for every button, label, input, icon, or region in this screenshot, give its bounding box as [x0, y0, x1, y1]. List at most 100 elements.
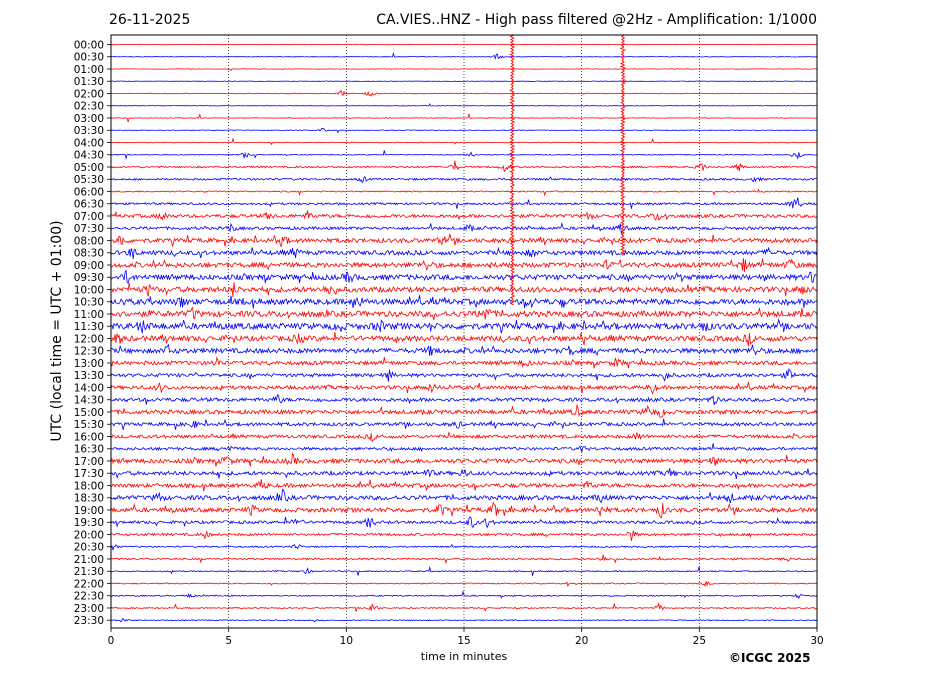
axis-layer: 00:0000:3001:0001:3002:0002:3003:0003:30…: [74, 34, 824, 647]
trace-row-0330: [110, 127, 818, 134]
spike-2: [619, 34, 626, 256]
y-tick-label: 16:00: [74, 431, 104, 443]
y-tick-label: 05:30: [74, 174, 104, 186]
y-tick-label: 13:30: [74, 370, 104, 382]
copyright-label: ©ICGC 2025: [729, 651, 811, 665]
spike-1: [509, 34, 516, 306]
y-tick-label: 21:00: [74, 554, 104, 566]
y-tick-label: 04:00: [74, 137, 104, 149]
trace-row-1030: [110, 295, 818, 309]
y-tick-label: 00:30: [74, 52, 104, 64]
trace-row-0830: [110, 246, 818, 259]
trace-row-0900: [110, 258, 818, 273]
y-tick-label: 12:30: [74, 346, 104, 358]
trace-row-2130: [110, 566, 817, 576]
y-tick-label: 20:00: [74, 529, 104, 541]
y-tick-label: 14:30: [74, 395, 104, 407]
x-tick-label: 10: [340, 635, 353, 647]
y-tick-label: 15:30: [74, 419, 104, 431]
x-tick-label: 0: [108, 635, 115, 647]
y-tick-label: 19:30: [74, 517, 104, 529]
y-tick-label: 06:30: [74, 199, 104, 211]
trace-row-1900: [110, 501, 818, 519]
trace-row-0030: [110, 52, 818, 61]
trace-row-2230: [111, 590, 818, 600]
x-tick-label: 15: [457, 635, 470, 647]
y-tick-label: 18:30: [74, 493, 104, 505]
y-tick-label: 20:30: [74, 542, 104, 554]
x-tick-label: 30: [810, 635, 823, 647]
y-tick-label: 07:00: [74, 211, 104, 223]
trace-row-1000: [110, 282, 818, 297]
trace-row-1430: [110, 394, 818, 406]
y-tick-label: 03:30: [74, 125, 104, 137]
y-tick-label: 07:30: [74, 223, 104, 235]
trace-row-0230: [110, 103, 817, 107]
trace-layer: [110, 34, 818, 623]
trace-row-2200: [110, 581, 818, 588]
y-tick-label: 11:00: [74, 309, 104, 321]
date-label: 26-11-2025: [109, 12, 191, 28]
trace-row-0930: [110, 269, 817, 284]
y-tick-label: 05:00: [74, 162, 104, 174]
trace-row-0130: [110, 80, 818, 82]
trace-row-2030: [110, 543, 818, 552]
trace-row-1600: [110, 431, 818, 443]
y-tick-label: 14:00: [74, 382, 104, 394]
y-tick-label: 00:00: [74, 39, 104, 51]
y-tick-label: 17:00: [74, 456, 104, 468]
y-tick-label: 08:30: [74, 248, 104, 260]
chart-title: CA.VIES..HNZ - High pass filtered @2Hz -…: [376, 12, 817, 28]
y-tick-label: 03:00: [74, 113, 104, 125]
y-tick-label: 04:30: [74, 150, 104, 162]
trace-row-1230: [110, 343, 818, 356]
trace-row-1700: [110, 452, 818, 467]
y-tick-label: 09:00: [74, 260, 104, 272]
y-tick-label: 18:00: [74, 480, 104, 492]
y-axis-label: UTC (local time = UTC + 01:00): [49, 220, 65, 442]
trace-row-0630: [110, 197, 818, 209]
trace-row-0800: [110, 232, 818, 248]
y-tick-label: 10:00: [74, 284, 104, 296]
trace-row-0100: [110, 68, 818, 72]
trace-row-1530: [111, 418, 818, 430]
trace-row-0500: [110, 160, 817, 173]
y-tick-label: 02:30: [74, 101, 104, 113]
y-tick-label: 22:30: [74, 591, 104, 603]
y-tick-label: 16:30: [74, 444, 104, 456]
trace-row-1400: [110, 381, 818, 395]
trace-row-0700: [110, 210, 818, 221]
y-tick-label: 09:30: [74, 272, 104, 284]
y-tick-label: 08:00: [74, 235, 104, 247]
y-tick-label: 23:30: [74, 615, 104, 627]
x-tick-label: 20: [575, 635, 588, 647]
y-tick-label: 06:00: [74, 186, 104, 198]
trace-row-0530: [110, 176, 818, 184]
trace-row-2300: [110, 602, 818, 612]
trace-row-2100: [110, 554, 818, 564]
trace-row-1930: [110, 516, 818, 529]
trace-row-1730: [110, 468, 818, 480]
y-tick-label: 19:00: [74, 505, 104, 517]
y-tick-label: 13:00: [74, 358, 104, 370]
trace-row-1830: [110, 488, 818, 504]
trace-row-2330: [111, 617, 818, 623]
y-tick-label: 10:30: [74, 297, 104, 309]
trace-row-1500: [110, 403, 818, 418]
trace-row-0300: [110, 113, 818, 123]
y-tick-label: 12:00: [74, 333, 104, 345]
trace-row-0730: [110, 221, 818, 235]
y-tick-label: 11:30: [74, 321, 104, 333]
trace-row-1200: [110, 332, 818, 347]
y-tick-label: 01:00: [74, 64, 104, 76]
y-tick-label: 17:30: [74, 468, 104, 480]
trace-row-0430: [110, 150, 818, 160]
trace-row-1100: [110, 306, 818, 321]
trace-row-1330: [110, 367, 818, 382]
y-tick-label: 23:00: [74, 603, 104, 615]
trace-row-2000: [110, 530, 818, 541]
y-tick-label: 02:00: [74, 88, 104, 100]
grid-layer: [228, 35, 700, 628]
trace-row-1630: [110, 443, 818, 453]
